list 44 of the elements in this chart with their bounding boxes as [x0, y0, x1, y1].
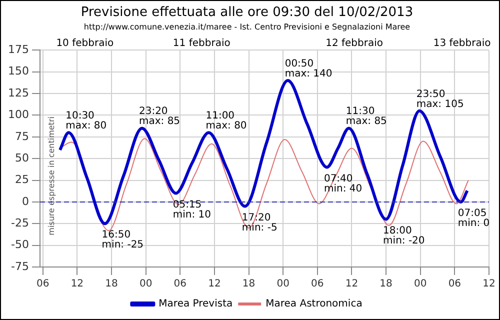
x-tick-label: 18 — [242, 278, 256, 290]
x-tick-label: 18 — [380, 278, 392, 290]
y-tick-label: -25 — [11, 216, 29, 230]
x-tick-label: 12 — [482, 278, 496, 290]
y-tick-label: -75 — [11, 260, 29, 273]
x-tick-label: 00 — [276, 278, 290, 290]
x-tick-label: 06 — [36, 278, 50, 290]
annotation: 11:30 max: 85 — [346, 106, 387, 128]
y-tick-label: 125 — [8, 86, 29, 100]
y-tick-label: 150 — [8, 64, 29, 78]
x-tick-label: 06 — [174, 278, 186, 290]
x-tick-label: 00 — [414, 278, 427, 290]
annotation: 18:00 min: -20 — [383, 225, 425, 246]
legend-label: Marea Astronomica — [266, 298, 362, 310]
annotation: 07:05 min: 0 — [458, 208, 490, 229]
y-axis-title: misure espresse in centimetri — [46, 116, 56, 236]
y-tick-label: -50 — [11, 238, 29, 252]
text: 10 febbraio — [56, 38, 114, 50]
text: 13 febbraio — [433, 38, 491, 50]
x-tick-label: 12 — [345, 278, 358, 290]
x-tick-label: 12 — [70, 278, 84, 290]
annotation: 11:00 max: 80 — [206, 110, 247, 132]
annotation: 05:15 min: 10 — [172, 199, 211, 220]
annotation: 10:30 max: 80 — [66, 110, 107, 132]
x-tick-label: 06 — [448, 278, 462, 290]
chart-title: Previsione effettuata alle ore 09:30 del 10/02/2013 — [80, 5, 414, 20]
y-tick-label: 25 — [14, 173, 29, 186]
chart-subtitle: http://www.comune.venezia.it/maree - Ist. Centro Previsioni e Segnalazioni Maree — [84, 22, 410, 32]
annotation: 00:50 max: 140 — [284, 58, 332, 80]
x-tick-label: 00 — [139, 278, 152, 290]
text: 12 febbraio — [326, 38, 384, 50]
y-tick-label: 100 — [8, 108, 29, 122]
text: 11 febbraio — [172, 38, 230, 50]
x-tick-label: 06 — [311, 278, 324, 290]
legend-label: Marea Prevista — [158, 298, 233, 310]
y-tick-label: 175 — [8, 43, 29, 56]
y-tick-label: 50 — [14, 151, 29, 164]
annotation: 23:50 max: 105 — [416, 88, 464, 110]
x-tick-label: 18 — [105, 278, 118, 290]
annotation: 23:20 max: 85 — [138, 106, 180, 128]
annotation: 16:50 min: -25 — [102, 230, 144, 251]
x-tick-label: 12 — [208, 278, 221, 290]
y-tick-label: 75 — [14, 130, 29, 143]
y-tick-label: 0 — [22, 194, 29, 208]
